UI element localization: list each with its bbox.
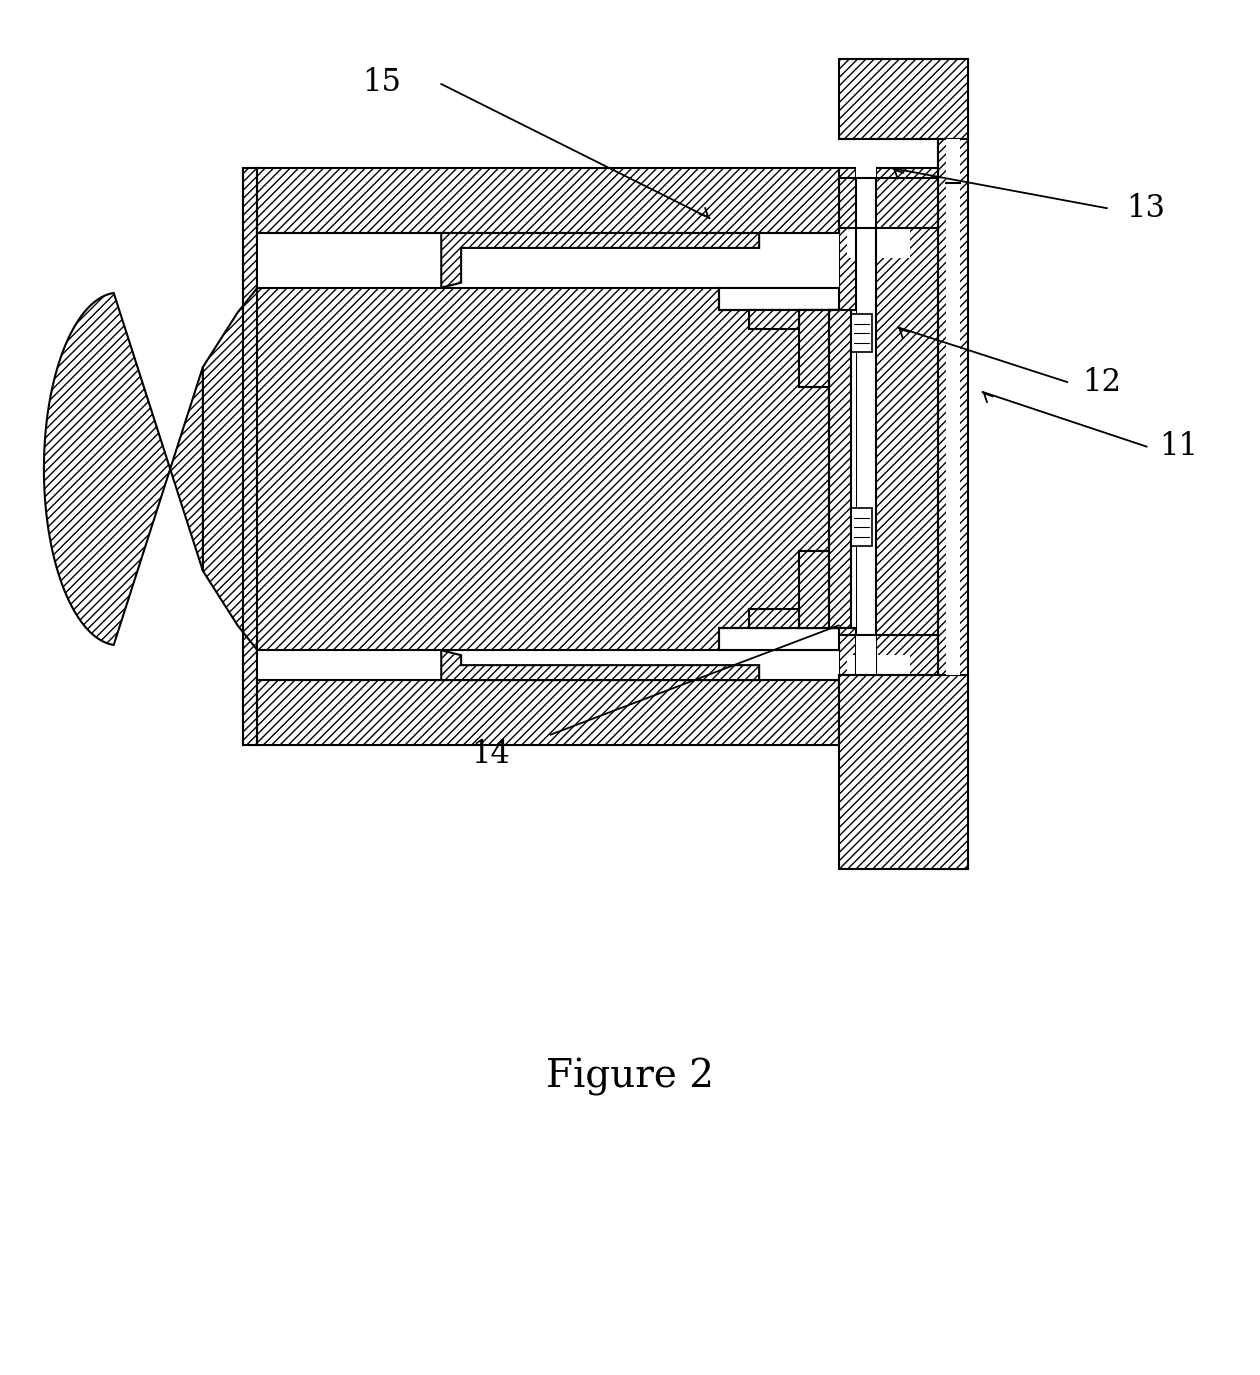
Polygon shape	[203, 287, 839, 650]
Bar	[252, 169, 839, 232]
Bar	[829, 309, 851, 628]
Bar	[257, 650, 839, 681]
Bar	[799, 551, 839, 628]
Bar	[257, 232, 839, 287]
Bar	[839, 169, 937, 745]
Bar	[946, 139, 960, 183]
Polygon shape	[44, 293, 203, 645]
Bar	[946, 630, 960, 675]
Bar	[799, 309, 839, 386]
Bar	[847, 656, 910, 685]
Text: Figure 2: Figure 2	[546, 1059, 714, 1096]
Bar	[750, 309, 799, 330]
Bar	[857, 139, 877, 179]
Bar	[857, 169, 877, 745]
Polygon shape	[441, 232, 759, 287]
Bar	[750, 609, 799, 628]
Bar	[946, 139, 960, 795]
Text: 13: 13	[1126, 193, 1166, 224]
Text: 14: 14	[471, 738, 510, 770]
Bar	[839, 59, 968, 139]
Bar	[850, 509, 872, 546]
Bar	[243, 169, 257, 745]
Bar	[252, 681, 839, 745]
Text: 11: 11	[1159, 432, 1198, 462]
Text: 15: 15	[362, 66, 401, 98]
Bar	[847, 228, 910, 258]
Bar	[257, 232, 441, 287]
Text: 12: 12	[1082, 367, 1121, 397]
Bar	[850, 309, 857, 628]
Bar	[850, 315, 872, 352]
Bar	[257, 650, 441, 681]
Bar	[719, 287, 839, 309]
Bar	[719, 628, 839, 650]
Polygon shape	[441, 650, 759, 681]
Bar	[937, 59, 968, 869]
Bar	[839, 675, 968, 869]
Bar	[857, 635, 877, 675]
